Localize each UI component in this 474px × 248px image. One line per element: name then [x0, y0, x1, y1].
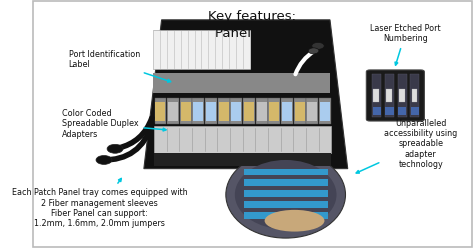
Circle shape	[96, 155, 112, 164]
Bar	[244, 169, 328, 175]
Bar	[281, 98, 293, 124]
Bar	[319, 98, 331, 124]
Bar	[386, 89, 392, 102]
Text: Unparalleled
accessibility using
spreadable
adapter
technology: Unparalleled accessibility using spreada…	[356, 119, 457, 173]
FancyBboxPatch shape	[366, 70, 424, 121]
Bar	[282, 102, 292, 121]
Text: Port Identification
Label: Port Identification Label	[69, 50, 171, 82]
Bar	[244, 212, 328, 218]
Circle shape	[312, 42, 324, 49]
Bar	[411, 89, 417, 102]
Bar	[385, 107, 393, 115]
Bar	[410, 74, 419, 117]
Bar	[373, 107, 381, 115]
Bar	[218, 98, 229, 124]
Bar	[398, 107, 406, 115]
Bar	[153, 73, 330, 93]
Polygon shape	[144, 20, 348, 169]
Circle shape	[107, 144, 123, 153]
Text: Key features:: Key features:	[209, 10, 296, 23]
Bar	[154, 153, 331, 166]
Bar	[230, 98, 242, 124]
Text: Each Patch Panel tray comes equipped with
2 Fiber management sleeves
Fiber Panel: Each Patch Panel tray comes equipped wit…	[12, 179, 187, 228]
Bar	[268, 98, 280, 124]
Bar	[155, 102, 165, 121]
Bar	[269, 102, 279, 121]
Bar	[243, 98, 255, 124]
Text: Laser Etched Port
Numbering: Laser Etched Port Numbering	[370, 24, 441, 65]
Bar	[244, 201, 328, 208]
Bar	[320, 102, 330, 121]
Ellipse shape	[235, 160, 337, 229]
Ellipse shape	[226, 151, 346, 238]
Bar	[385, 74, 394, 117]
Bar	[307, 102, 317, 121]
Bar	[294, 98, 306, 124]
Bar	[154, 126, 331, 153]
Bar	[180, 98, 191, 124]
Bar	[306, 98, 318, 124]
Bar	[192, 98, 204, 124]
Bar	[155, 98, 166, 124]
Bar	[244, 180, 328, 186]
Bar	[244, 190, 328, 197]
Bar	[205, 98, 217, 124]
Bar	[257, 102, 267, 121]
Bar	[167, 98, 179, 124]
Ellipse shape	[264, 210, 324, 232]
Bar	[398, 74, 407, 117]
Bar	[244, 102, 254, 121]
Bar	[153, 30, 250, 69]
Bar	[206, 102, 216, 121]
Bar	[399, 89, 404, 102]
Bar	[219, 102, 228, 121]
Bar	[168, 102, 178, 121]
Circle shape	[308, 48, 319, 54]
Bar	[231, 102, 241, 121]
Bar	[181, 102, 191, 121]
Bar	[256, 98, 267, 124]
Bar	[295, 102, 305, 121]
Bar	[193, 102, 203, 121]
Bar	[374, 89, 379, 102]
Bar	[372, 74, 381, 117]
Bar	[411, 107, 419, 115]
Text: Color Coded
Spreadable Duplex
Adapters: Color Coded Spreadable Duplex Adapters	[62, 109, 166, 139]
Text: Panel Trays: Panel Trays	[215, 27, 290, 40]
